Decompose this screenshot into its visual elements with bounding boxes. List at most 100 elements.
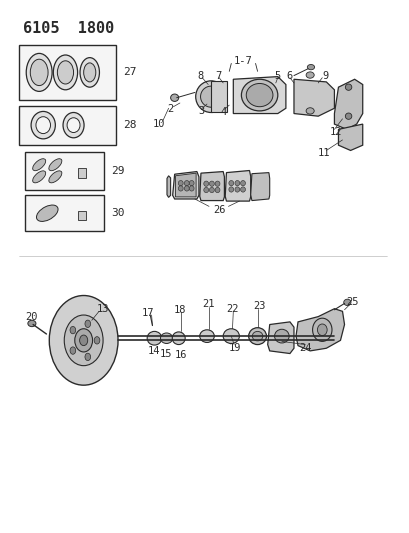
Polygon shape [172,172,198,199]
Polygon shape [233,77,285,114]
Ellipse shape [53,55,77,90]
Text: 29: 29 [111,166,124,175]
Circle shape [64,315,103,366]
Ellipse shape [36,205,58,221]
Ellipse shape [343,299,350,305]
Polygon shape [338,124,362,150]
Text: 1-7: 1-7 [234,56,252,66]
Ellipse shape [26,53,52,91]
Ellipse shape [36,117,50,134]
Text: 4: 4 [220,107,226,117]
Circle shape [79,335,88,345]
Ellipse shape [215,181,219,187]
Ellipse shape [203,188,208,192]
Circle shape [70,326,76,334]
Ellipse shape [31,111,55,139]
Ellipse shape [178,181,183,186]
Ellipse shape [234,187,239,192]
Text: 15: 15 [160,349,172,359]
Text: 30: 30 [111,208,124,218]
Circle shape [94,337,100,344]
Ellipse shape [209,181,214,187]
Text: 6105  1800: 6105 1800 [23,21,114,36]
Polygon shape [250,173,269,200]
Circle shape [85,353,90,361]
Ellipse shape [344,113,351,119]
Ellipse shape [189,186,193,191]
Ellipse shape [240,181,245,186]
Bar [174,335,182,342]
Ellipse shape [28,320,36,327]
Polygon shape [166,176,170,197]
Ellipse shape [184,186,189,191]
Text: 12: 12 [329,127,342,137]
Text: 23: 23 [253,301,265,311]
Text: 10: 10 [152,119,164,129]
Ellipse shape [199,330,214,342]
Bar [19,106,116,145]
Ellipse shape [184,181,189,186]
Ellipse shape [344,84,351,90]
Text: 13: 13 [97,304,109,314]
Text: 20: 20 [26,312,38,321]
Ellipse shape [30,59,48,86]
Text: 18: 18 [173,305,185,315]
Ellipse shape [189,181,193,186]
Ellipse shape [306,108,313,114]
Text: 16: 16 [174,350,187,360]
Ellipse shape [248,328,266,344]
Ellipse shape [33,171,45,183]
Ellipse shape [215,188,219,192]
Polygon shape [225,171,250,201]
Text: 22: 22 [226,304,238,314]
Ellipse shape [228,181,233,186]
Polygon shape [175,173,196,197]
Ellipse shape [203,181,208,187]
Ellipse shape [240,187,245,192]
Text: 8: 8 [198,70,204,80]
Ellipse shape [228,187,233,192]
Polygon shape [293,79,334,116]
Polygon shape [199,172,224,200]
Ellipse shape [178,186,183,191]
Text: 3: 3 [198,106,204,116]
Text: 28: 28 [123,120,137,130]
Text: 25: 25 [346,297,358,308]
Ellipse shape [67,118,80,133]
Polygon shape [334,79,362,130]
Text: 2: 2 [167,104,173,114]
Text: 27: 27 [123,67,137,77]
Bar [25,151,103,190]
Bar [25,195,103,231]
Ellipse shape [246,84,272,107]
Ellipse shape [209,188,214,192]
Circle shape [85,320,90,327]
Ellipse shape [252,332,262,341]
Bar [77,168,86,178]
Ellipse shape [147,332,161,345]
Polygon shape [295,309,344,351]
Ellipse shape [83,63,96,82]
Ellipse shape [312,318,331,342]
Ellipse shape [63,112,84,138]
Text: 5: 5 [274,70,280,80]
Ellipse shape [234,181,239,186]
Ellipse shape [307,64,314,70]
Ellipse shape [222,329,239,343]
Ellipse shape [195,81,226,112]
Text: 14: 14 [147,346,160,356]
Bar [19,45,116,100]
Text: 17: 17 [142,308,154,318]
Bar [77,211,86,220]
Polygon shape [267,322,293,353]
Ellipse shape [80,58,99,87]
Circle shape [49,295,118,385]
Text: 19: 19 [229,343,241,353]
Ellipse shape [170,94,178,101]
Text: 11: 11 [317,148,330,158]
Text: 21: 21 [202,300,214,310]
Ellipse shape [306,72,313,78]
Circle shape [70,347,76,354]
Ellipse shape [160,333,172,343]
Polygon shape [211,81,227,112]
